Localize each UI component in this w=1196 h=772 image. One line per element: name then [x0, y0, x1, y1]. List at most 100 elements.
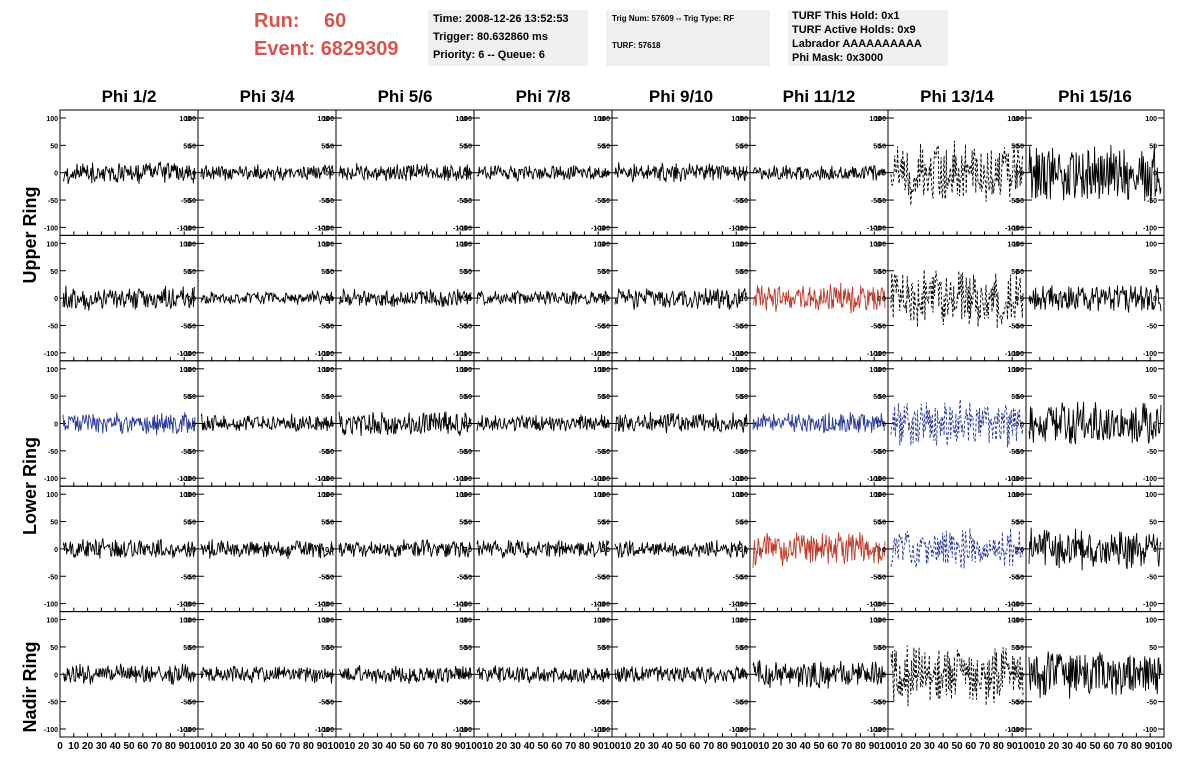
y-tick-label: 50	[188, 143, 196, 150]
x-tick-label: 10	[482, 741, 494, 752]
waveform-trace	[62, 538, 196, 559]
y-tick-label: 100	[598, 241, 610, 248]
y-tick-label: 50	[326, 269, 334, 276]
y-tick-label: -100	[182, 476, 196, 483]
y-tick-label: 0	[192, 672, 196, 679]
y-tick-label: -100	[729, 351, 743, 358]
y-tick-label: 50	[183, 520, 191, 527]
run-label: Run:	[254, 10, 300, 32]
panel-frame	[887, 109, 1027, 236]
panel-frame	[887, 485, 1027, 613]
y-tick-label: -100	[591, 476, 605, 483]
y-tick-label: 0	[468, 547, 472, 554]
y-tick-label: 50	[740, 645, 748, 652]
y-tick-label: 100	[179, 618, 191, 625]
y-tick-label: 100	[317, 618, 329, 625]
y-tick-label: 100	[731, 241, 743, 248]
y-tick-label: -100	[734, 225, 748, 232]
y-tick-label: 50	[321, 645, 329, 652]
y-tick-label: -50	[462, 449, 472, 456]
y-tick-label: 0	[882, 171, 886, 178]
y-tick-label: -50	[186, 449, 196, 456]
waveform-trace	[338, 538, 472, 559]
x-tick-label: 50	[399, 741, 411, 752]
y-tick-label: 100	[736, 618, 748, 625]
y-tick-label: -50	[1009, 574, 1019, 581]
y-tick-label: -100	[734, 351, 748, 358]
y-tick-label: 50	[602, 645, 610, 652]
y-tick-label: -100	[453, 225, 467, 232]
x-tick-label: 30	[786, 741, 798, 752]
y-tick-label: -50	[1009, 449, 1019, 456]
y-tick-label: -50	[733, 700, 743, 707]
y-tick-label: 0	[1153, 422, 1157, 429]
y-tick-label: 100	[874, 241, 886, 248]
y-tick-label: 0	[744, 547, 748, 554]
y-tick-label: 100	[598, 367, 610, 374]
waveform-trace	[614, 162, 748, 183]
x-tick-label: 60	[551, 741, 563, 752]
x-tick-label: 50	[1089, 741, 1101, 752]
x-tick-label: 20	[220, 741, 232, 752]
y-tick-label: 50	[459, 394, 467, 401]
x-tick-label: 90	[731, 741, 743, 752]
y-tick-label: -50	[457, 198, 467, 205]
y-tick-label: 0	[330, 296, 334, 303]
y-tick-label: -100	[320, 602, 334, 609]
y-tick-label: -50	[876, 323, 886, 330]
x-tick-label: 80	[165, 741, 177, 752]
waveform-trace	[62, 663, 196, 685]
y-tick-label: -50	[462, 198, 472, 205]
y-tick-label: 50	[459, 143, 467, 150]
y-tick-label: -50	[1014, 700, 1024, 707]
y-tick-label: 100	[322, 116, 334, 123]
x-tick-label: 70	[1117, 741, 1129, 752]
x-tick-label: 30	[648, 741, 660, 752]
y-tick-label: -100	[320, 727, 334, 734]
y-tick-label: 100	[593, 116, 605, 123]
y-tick-label: 50	[326, 143, 334, 150]
y-tick-label: -100	[867, 476, 881, 483]
x-tick-label: 20	[634, 741, 646, 752]
y-tick-label: 100	[460, 618, 472, 625]
y-tick-label: 0	[1020, 422, 1024, 429]
y-tick-label: 50	[740, 394, 748, 401]
y-tick-label: 50	[1016, 394, 1024, 401]
waveform-trace	[614, 411, 748, 434]
y-tick-label: 50	[873, 645, 881, 652]
x-tick-label: 100	[1018, 741, 1035, 752]
y-tick-label: 0	[54, 296, 58, 303]
y-tick-label: 0	[463, 296, 467, 303]
x-tick-label: 100	[328, 741, 345, 752]
y-tick-label: 100	[1007, 116, 1019, 123]
y-tick-label: 100	[593, 492, 605, 499]
y-tick-label: -100	[453, 476, 467, 483]
x-tick-label: 40	[110, 741, 122, 752]
x-tick-label: 70	[979, 741, 991, 752]
y-tick-label: -100	[177, 476, 191, 483]
y-tick-label: -100	[729, 476, 743, 483]
x-tick-label: 0	[57, 741, 63, 752]
x-tick-label: 10	[896, 741, 908, 752]
column-header-phi-3-4: Phi 3/4	[239, 87, 295, 106]
waveform-trace	[890, 399, 1024, 448]
y-tick-label: -100	[44, 602, 58, 609]
y-tick-label: -100	[177, 225, 191, 232]
y-tick-label: 0	[1020, 672, 1024, 679]
info-turf-hold: TURF This Hold: 0x1	[792, 10, 900, 22]
y-tick-label: 0	[54, 171, 58, 178]
column-header-phi-15-16: Phi 15/16	[1058, 87, 1132, 106]
y-tick-label: 0	[192, 171, 196, 178]
y-tick-label: 100	[869, 618, 881, 625]
panel-frame	[59, 360, 199, 487]
y-tick-label: 50	[873, 269, 881, 276]
waveform-trace	[614, 540, 748, 558]
x-tick-label: 70	[703, 741, 715, 752]
x-tick-label: 40	[938, 741, 950, 752]
y-tick-label: 0	[882, 296, 886, 303]
y-tick-label: -50	[871, 449, 881, 456]
y-tick-label: -100	[1005, 476, 1019, 483]
x-tick-label: 80	[855, 741, 867, 752]
y-tick-label: 50	[735, 520, 743, 527]
y-tick-label: 50	[597, 143, 605, 150]
